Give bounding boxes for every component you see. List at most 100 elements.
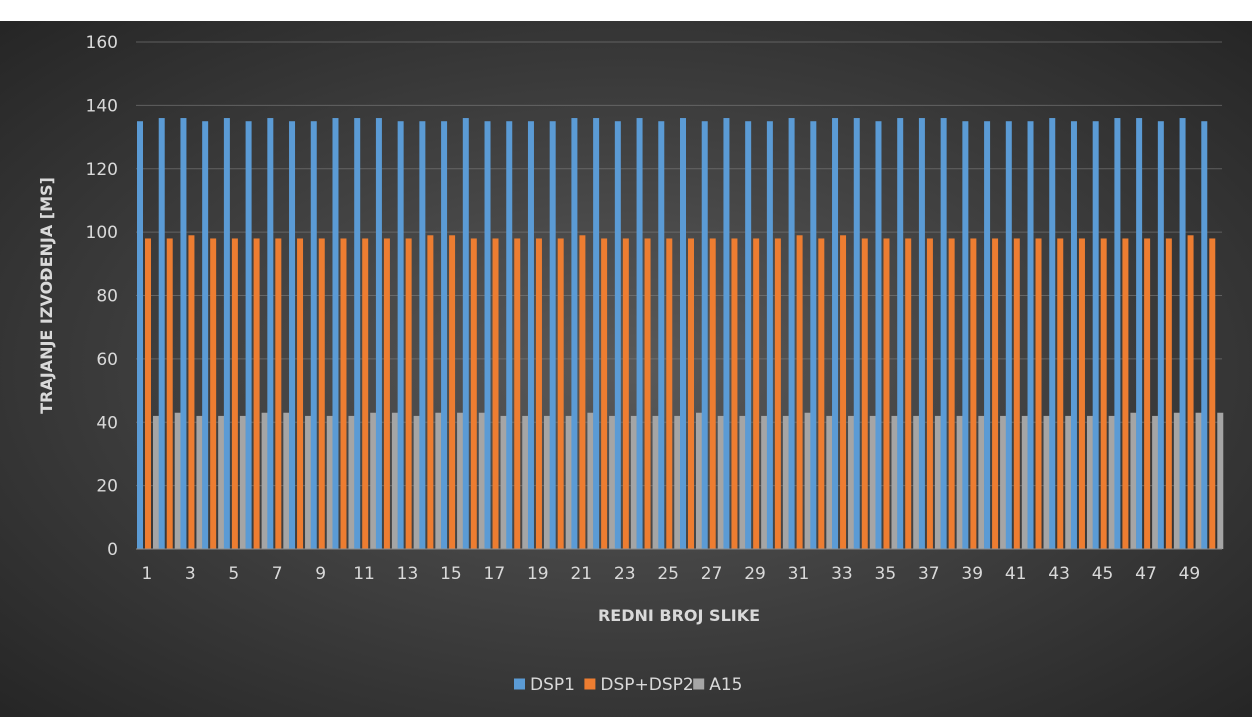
bar-a15	[1217, 412, 1224, 549]
bar-dsp1	[506, 121, 513, 549]
x-tick-label: 9	[315, 564, 326, 584]
bar-dsp-dsp2	[514, 238, 521, 549]
x-axis-tick-labels: 1 3 5 7 9 11 13 15 17 19 21 23 25 27 29 31 33 35 37 39 41 43 4…	[141, 564, 1200, 584]
bar-a15	[478, 412, 485, 549]
bar-a15	[1086, 415, 1093, 549]
bar-dsp-dsp2	[362, 238, 369, 549]
bar-dsp1	[745, 121, 752, 549]
bar-dsp1	[245, 121, 252, 549]
bar-dsp-dsp2	[579, 235, 586, 550]
bar-a15	[1043, 415, 1050, 549]
bar-a15	[652, 415, 659, 549]
bar-dsp-dsp2	[992, 238, 999, 549]
bar-dsp-dsp2	[774, 238, 781, 549]
bar-dsp-dsp2	[1078, 238, 1085, 549]
bar-dsp-dsp2	[796, 235, 803, 550]
bar-dsp1	[419, 121, 426, 549]
legend-label: DSP+DSP2	[600, 675, 693, 695]
x-tick-label: 27	[701, 564, 723, 584]
bar-dsp-dsp2	[210, 238, 217, 549]
x-tick-label: 31	[788, 564, 810, 584]
bar-dsp-dsp2	[557, 238, 564, 549]
bar-dsp1	[484, 121, 491, 549]
bar-dsp1	[723, 118, 730, 550]
bar-dsp-dsp2	[970, 238, 977, 549]
bar-a15	[153, 415, 159, 549]
bar-a15	[391, 412, 398, 549]
y-tick-label: 100	[86, 223, 118, 243]
bar-dsp1	[180, 118, 187, 550]
bar-a15	[543, 415, 550, 549]
bar-dsp-dsp2	[861, 238, 868, 549]
x-tick-label: 47	[1135, 564, 1157, 584]
bar-dsp1	[593, 118, 600, 550]
bar-dsp-dsp2	[948, 238, 955, 549]
bar-dsp-dsp2	[622, 238, 629, 549]
bar-dsp1	[549, 121, 556, 549]
bar-a15	[522, 415, 529, 549]
x-tick-label: 21	[570, 564, 592, 584]
bar-a15	[305, 415, 312, 549]
legend: DSP1 DSP+DSP2 A15	[514, 675, 742, 695]
x-tick-label: 33	[831, 564, 853, 584]
y-tick-label: 0	[107, 540, 118, 560]
bar-dsp1	[527, 121, 534, 549]
bar-dsp-dsp2	[926, 238, 933, 549]
bar-dsp1	[810, 121, 817, 549]
bar-dsp-dsp2	[731, 238, 738, 549]
y-axis-title: TRAJANJE IZVOĐENJA [MS]	[37, 177, 56, 414]
bar-dsp-dsp2	[1209, 238, 1216, 549]
bar-a15	[848, 415, 855, 549]
x-tick-label: 11	[353, 564, 375, 584]
bar-dsp-dsp2	[318, 238, 325, 549]
bar-a15	[587, 412, 594, 549]
bar-dsp1	[1005, 121, 1012, 549]
bar-dsp-dsp2	[275, 238, 282, 549]
x-tick-label: 25	[657, 564, 679, 584]
bar-a15	[913, 415, 920, 549]
bar-dsp1	[875, 121, 882, 549]
bar-a15	[500, 415, 507, 549]
x-tick-label: 49	[1179, 564, 1201, 584]
bar-dsp1	[223, 118, 230, 550]
bar-a15	[717, 415, 724, 549]
x-axis-title: REDNI BROJ SLIKE	[598, 606, 760, 625]
bar-dsp1	[202, 121, 209, 549]
bar-dsp1	[1092, 121, 1099, 549]
bar-dsp1	[1157, 121, 1164, 549]
bar-dsp1	[158, 118, 165, 550]
bar-a15	[869, 415, 876, 549]
bar-dsp1	[1114, 118, 1121, 550]
x-tick-label: 41	[1005, 564, 1027, 584]
bar-dsp1	[267, 118, 274, 550]
bar-dsp1	[375, 118, 382, 550]
legend-label: DSP1	[530, 675, 575, 695]
bar-dsp1	[441, 121, 448, 549]
bar-dsp1	[1201, 121, 1208, 549]
bar-dsp1	[701, 121, 708, 549]
legend-swatch	[693, 678, 705, 690]
x-tick-label: 5	[228, 564, 239, 584]
y-axis-tick-labels: 0 20 40 60 80 100 120 140 160	[86, 33, 118, 560]
bar-dsp-dsp2	[492, 238, 499, 549]
bar-dsp-dsp2	[753, 238, 760, 549]
bar-a15	[696, 412, 702, 549]
bar-dsp1	[571, 118, 578, 550]
bar-a15	[782, 415, 789, 549]
bar-dsp-dsp2	[601, 238, 608, 549]
bar-a15	[804, 412, 811, 549]
x-tick-label: 23	[614, 564, 636, 584]
bar-dsp-dsp2	[449, 235, 456, 550]
bar-dsp1	[332, 118, 339, 550]
x-tick-label: 19	[527, 564, 549, 584]
bar-dsp-dsp2	[905, 238, 912, 549]
bar-dsp1	[832, 118, 839, 550]
bar-a15	[1195, 412, 1202, 549]
bar-a15	[891, 415, 898, 549]
x-tick-label: 17	[484, 564, 506, 584]
legend-label: A15	[709, 675, 742, 695]
y-tick-label: 160	[86, 33, 118, 53]
bar-dsp-dsp2	[666, 238, 673, 549]
x-tick-label: 45	[1092, 564, 1114, 584]
bar-a15	[1108, 415, 1115, 549]
